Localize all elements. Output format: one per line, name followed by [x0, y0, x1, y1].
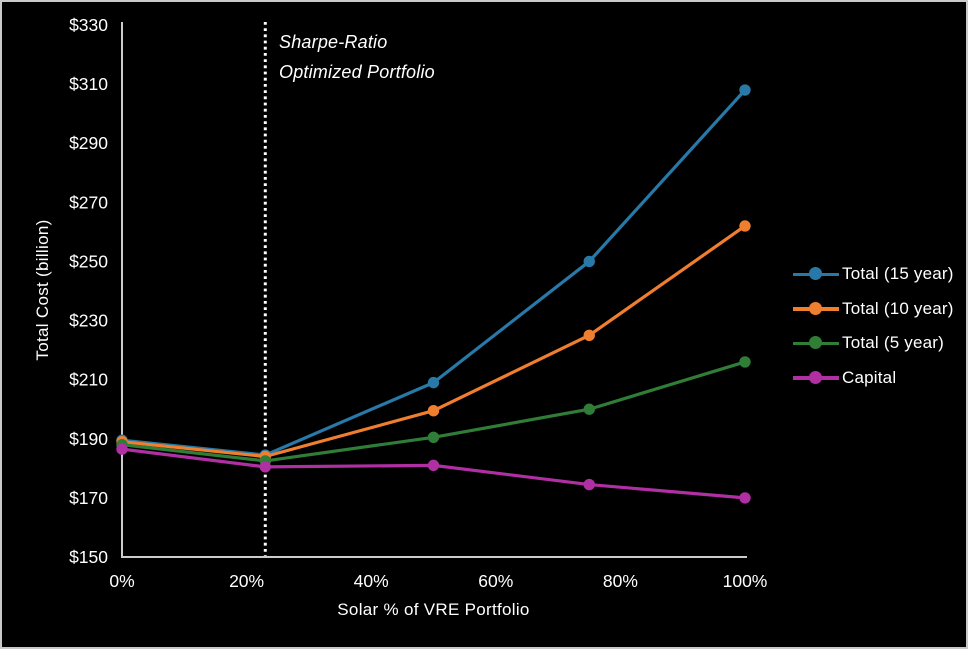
data-point-total-15-year — [739, 84, 751, 96]
legend-item-capital: Capital — [793, 366, 966, 390]
y-tick-label: $330 — [69, 15, 108, 35]
legend-label-total-10-year: Total (10 year) — [842, 298, 954, 318]
y-tick-label: $210 — [69, 370, 108, 390]
data-point-total-15-year — [583, 255, 595, 268]
data-point-capital — [259, 461, 271, 473]
y-tick-label: $150 — [69, 547, 108, 567]
data-point-total-15-year — [427, 376, 440, 389]
x-tick-label: 60% — [478, 571, 513, 591]
legend-marker-total-15-year — [793, 262, 839, 286]
legend-dot — [809, 267, 822, 280]
legend-item-total-10-year: Total (10 year) — [793, 297, 966, 321]
legend-label-total-15-year: Total (15 year) — [842, 264, 954, 283]
y-tick-label: $250 — [69, 251, 108, 271]
y-tick-label: $310 — [69, 74, 108, 94]
annotation-line-1: Sharpe-Ratio — [279, 32, 388, 52]
data-point-total-10-year — [427, 405, 440, 417]
legend-item-total-5-year: Total (5 year) — [793, 331, 966, 355]
x-tick-label: 0% — [109, 571, 134, 591]
legend-marker-total-5-year — [793, 331, 839, 355]
y-tick-label: $190 — [69, 429, 108, 449]
data-point-total-5-year — [583, 403, 595, 415]
x-tick-label: 80% — [603, 571, 638, 591]
data-point-capital — [583, 478, 595, 491]
reference-line-annotation: Sharpe-Ratio Optimized Portfolio — [279, 27, 435, 87]
data-point-capital — [739, 492, 751, 504]
legend-dot — [809, 336, 822, 349]
data-point-total-5-year — [427, 431, 440, 443]
x-tick-label: 20% — [229, 571, 264, 591]
y-tick-label: $270 — [69, 192, 108, 212]
x-axis-title: Solar % of VRE Portfolio — [337, 600, 530, 619]
data-point-capital — [427, 459, 440, 472]
legend-label-capital: Capital — [842, 367, 897, 387]
series-line-total-15-year — [120, 88, 747, 457]
data-point-total-10-year — [583, 329, 595, 342]
data-point-total-10-year — [739, 220, 751, 232]
data-point-capital — [116, 443, 128, 455]
series-line-total-10-year — [120, 224, 747, 459]
x-tick-label: 40% — [354, 571, 389, 591]
annotation-line-2: Optimized Portfolio — [279, 62, 435, 82]
y-axis-title: Total Cost (billion) — [33, 219, 52, 361]
legend-dot — [809, 301, 822, 315]
legend: Total (15 year) Total (10 year) Total (5 y… — [793, 262, 966, 400]
y-tick-label: $290 — [69, 133, 108, 153]
legend-marker-total-10-year — [793, 297, 839, 321]
legend-item-total-15-year: Total (15 year) — [793, 262, 966, 286]
y-tick-label: $230 — [69, 311, 108, 331]
y-tick-label: $170 — [69, 488, 108, 508]
data-point-total-5-year — [739, 356, 751, 368]
x-tick-label: 100% — [723, 571, 768, 591]
legend-dot — [809, 370, 822, 384]
legend-marker-capital — [793, 366, 839, 390]
legend-label-total-5-year: Total (5 year) — [842, 333, 945, 352]
